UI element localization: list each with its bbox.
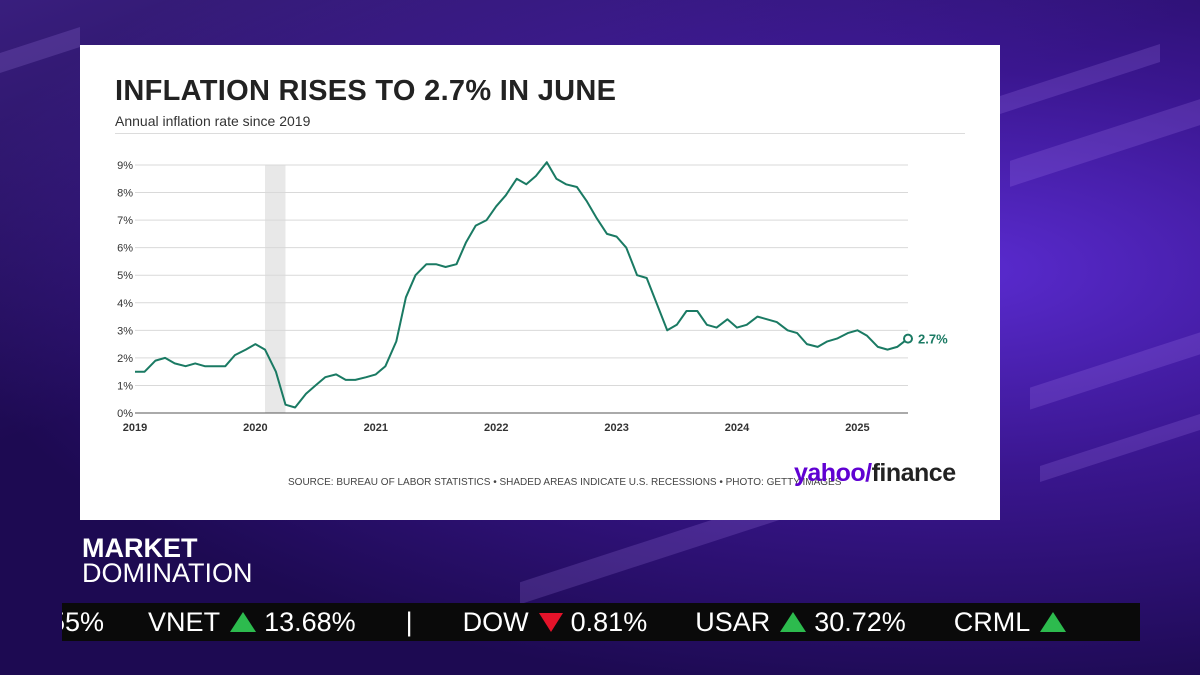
ticker-symbol: CRML <box>953 606 1031 637</box>
brand-finance: finance <box>871 459 957 487</box>
x-tick-label: 2024 <box>725 422 750 434</box>
inflation-line-chart: 0% 1% 2% 3% 4% 5% 6% 7% 8% 9% 2019 2020 2021 2022 2023… <box>117 160 948 434</box>
ticker-partial: 55% <box>62 607 104 638</box>
y-tick-label: 3% <box>117 325 133 337</box>
x-tick-label: 2020 <box>243 422 267 434</box>
source-note: SOURCE: BUREAU OF LABOR STATISTICS • SHA… <box>288 477 842 488</box>
ticker-symbol: DOW <box>462 606 529 637</box>
ticker-item-usar: USAR 30.72% <box>695 607 906 638</box>
show-title: MARKET DOMINATION <box>82 533 253 588</box>
brand-yahoo: yahoo/ <box>794 459 872 487</box>
y-tick-label: 4% <box>117 298 133 310</box>
x-tick-label: 2023 <box>604 422 628 434</box>
up-arrow-icon <box>230 612 257 632</box>
title-divider <box>115 133 965 134</box>
ticker-partial-value: 55% <box>62 606 105 637</box>
y-tick-label: 0% <box>117 408 133 420</box>
y-tick-label: 2% <box>117 353 133 365</box>
end-value-label: 2.7% <box>918 332 948 347</box>
ticker-item-dow: DOW 0.81% <box>463 607 648 638</box>
down-arrow-icon <box>538 612 563 632</box>
chart-card: INFLATION RISES TO 2.7% IN JUNE Annual i… <box>80 45 1000 520</box>
y-tick-label: 8% <box>117 188 133 200</box>
end-point-marker <box>903 333 913 344</box>
ticker-symbol: USAR <box>695 606 771 637</box>
ticker-change: 30.72% <box>814 606 906 637</box>
inflation-series-line <box>135 161 909 409</box>
yahoo-finance-logo: yahoo/finance <box>794 459 956 488</box>
ticker-symbol: VNET <box>148 606 221 637</box>
x-tick-label: 2025 <box>845 422 869 434</box>
x-tick-label: 2021 <box>364 422 388 434</box>
up-arrow-icon <box>780 612 807 632</box>
y-tick-label: 7% <box>117 215 133 227</box>
ticker-separator: | <box>405 606 413 637</box>
ticker-item-vnet: VNET 13.68% <box>148 607 356 638</box>
x-tick-label: 2022 <box>484 422 508 434</box>
y-tick-label: 5% <box>117 270 133 282</box>
chart-title: INFLATION RISES TO 2.7% IN JUNE <box>115 75 617 107</box>
ticker-change: 13.68% <box>264 606 356 637</box>
recession-shading <box>265 165 286 413</box>
y-tick-label: 6% <box>117 243 133 255</box>
chart-subtitle: Annual inflation rate since 2019 <box>115 113 311 129</box>
y-tick-label: 1% <box>117 380 133 392</box>
y-tick-label: 9% <box>117 160 133 172</box>
up-arrow-icon <box>1040 612 1067 632</box>
ticker-item-crml: CRML <box>954 607 1075 638</box>
ticker-change: 0.81% <box>570 606 648 637</box>
show-title-line1: MARKET <box>82 533 198 563</box>
stock-ticker: 55% VNET 13.68% | DOW 0.81% USAR 30.72% CRML <box>62 603 1140 641</box>
x-tick-label: 2019 <box>123 422 147 434</box>
show-title-line2: DOMINATION <box>82 558 253 588</box>
